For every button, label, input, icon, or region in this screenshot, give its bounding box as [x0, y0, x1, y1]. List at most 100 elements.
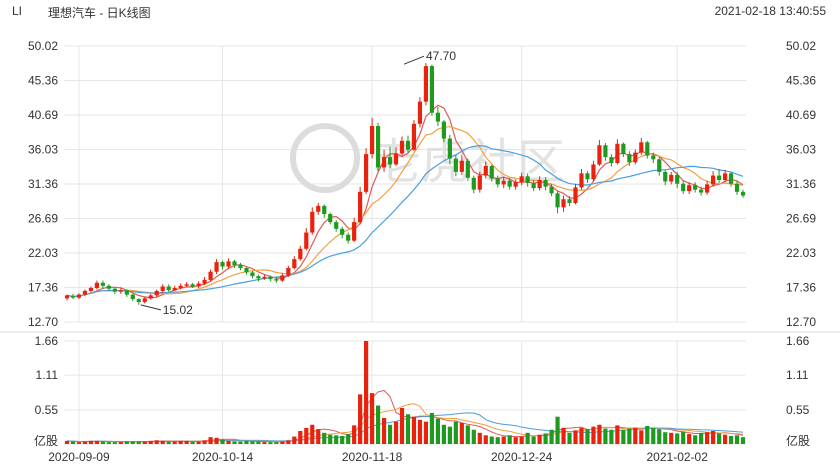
volume-bar: [579, 427, 584, 444]
candle-body: [88, 287, 94, 291]
volume-bar: [453, 421, 458, 444]
volume-tick-label: 1.66: [35, 334, 59, 348]
volume-bar: [477, 432, 482, 444]
price-tick-label: 17.36: [28, 281, 58, 295]
volume-bar: [651, 427, 656, 444]
candle-body: [597, 145, 602, 165]
volume-axis-left: 1.66 1.11 0.55 亿股: [34, 334, 58, 448]
volume-bar: [693, 435, 698, 444]
date-axis: 2020-09-09 2020-10-14 2020-11-18 2020-12-24…: [48, 450, 708, 464]
volume-tick-label: 0.55: [35, 403, 59, 417]
candle-body: [435, 112, 440, 122]
candle-body: [645, 142, 650, 156]
volume-bar: [441, 424, 446, 444]
candle-body: [705, 184, 710, 193]
price-tick-label: 50.02: [28, 39, 58, 53]
volume-bar: [280, 441, 285, 444]
candle-body: [244, 268, 249, 273]
candle-body: [722, 173, 728, 181]
candle-body: [441, 121, 446, 139]
candle-body: [250, 272, 255, 277]
candle-body: [711, 175, 716, 185]
candle-body: [256, 276, 261, 279]
volume-bar: [112, 442, 117, 444]
annotation-leader: [140, 304, 161, 311]
volume-bar: [130, 441, 135, 444]
candlesticks: [64, 63, 746, 305]
volume-tick-label: 1.11: [786, 368, 809, 382]
volume-bar: [82, 441, 88, 444]
candle-body: [328, 214, 333, 223]
volume-bar: [705, 432, 710, 444]
volume-bar: [178, 440, 183, 444]
candle-body: [411, 123, 417, 150]
candle-body: [370, 126, 375, 155]
candle-body: [543, 180, 548, 187]
candle-body: [100, 282, 105, 286]
volume-bar: [543, 433, 548, 444]
volume-bar: [663, 432, 668, 444]
volume-bar: [459, 422, 464, 444]
candle-body: [639, 142, 644, 153]
volume-bar: [435, 418, 440, 444]
volume-bar: [681, 431, 686, 444]
volume-bar: [310, 424, 315, 444]
volume-tick-label: 1.66: [786, 334, 810, 348]
volume-bar: [471, 429, 476, 444]
volume-bar: [184, 440, 189, 444]
volume-bar: [699, 432, 704, 444]
candle-body: [298, 248, 303, 260]
volume-bar: [76, 442, 82, 444]
volume-bar: [537, 434, 542, 444]
volume-bar: [627, 428, 632, 444]
volume-bar: [519, 436, 524, 444]
price-annotations: 47.70 15.02: [140, 49, 456, 317]
volume-bar: [740, 437, 746, 444]
price-tick-label: 12.70: [786, 315, 816, 329]
volume-bar: [262, 442, 267, 444]
volume-bar: [639, 430, 644, 444]
volume-bar: [340, 435, 345, 444]
volume-bar: [609, 429, 614, 444]
candle-body: [148, 295, 153, 299]
candle-body: [142, 298, 147, 303]
candle-body: [663, 171, 668, 182]
volume-bar: [64, 440, 70, 444]
candle-body: [202, 279, 207, 284]
candle-body: [76, 294, 82, 298]
candle-body: [393, 153, 399, 165]
volume-bar: [591, 426, 596, 444]
volume-bar: [465, 425, 470, 444]
volume-bar: [292, 436, 297, 444]
chart-header: LI 理想汽车 - 日K线图 2021-02-18 13:40:55: [0, 0, 840, 22]
volume-bar: [549, 429, 554, 444]
date-tick-label: 2020-11-18: [342, 450, 403, 464]
annotation-low-label: 15.02: [163, 303, 193, 317]
price-tick-label: 26.69: [28, 212, 58, 226]
candle-body: [489, 165, 494, 179]
timestamp: 2021-02-18 13:40:55: [714, 4, 826, 18]
price-tick-label: 31.36: [28, 177, 58, 191]
candle-body: [495, 178, 500, 185]
volume-bar: [722, 434, 728, 444]
volume-bar: [220, 439, 225, 444]
volume-bar: [214, 437, 219, 444]
candle-body: [82, 290, 88, 295]
candle-body: [286, 268, 291, 276]
volume-bar: [334, 435, 339, 444]
volume-bar: [501, 436, 506, 444]
candle-body: [352, 222, 357, 241]
volume-bar: [256, 441, 261, 444]
candle-body: [112, 288, 117, 292]
volume-bar: [423, 421, 429, 444]
price-tick-label: 50.02: [786, 39, 816, 53]
price-tick-label: 36.03: [786, 142, 816, 156]
price-tick-label: 12.70: [28, 315, 58, 329]
ticker-symbol: LI: [12, 4, 23, 18]
candle-body: [262, 276, 267, 279]
candle-body: [740, 191, 746, 196]
volume-bar: [728, 435, 734, 444]
volume-bar: [316, 429, 321, 444]
candle-body: [603, 145, 608, 158]
volume-bar: [603, 428, 608, 444]
